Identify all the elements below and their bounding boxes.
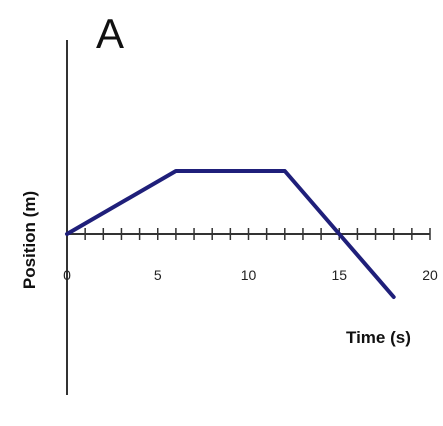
x-tick-label: 0: [63, 267, 71, 283]
x-axis-tick-labels: 0 5 10 15 20: [63, 267, 438, 283]
x-axis-title: Time (s): [346, 328, 411, 347]
x-axis-ticks: [66, 228, 431, 240]
x-tick-label: 10: [241, 267, 257, 283]
y-axis-title: Position (m): [20, 191, 39, 289]
x-tick-label: 20: [422, 267, 438, 283]
x-tick-label: 15: [331, 267, 347, 283]
panel-label: A: [96, 10, 125, 57]
series-line: [65, 169, 396, 299]
x-tick-label: 5: [154, 267, 162, 283]
